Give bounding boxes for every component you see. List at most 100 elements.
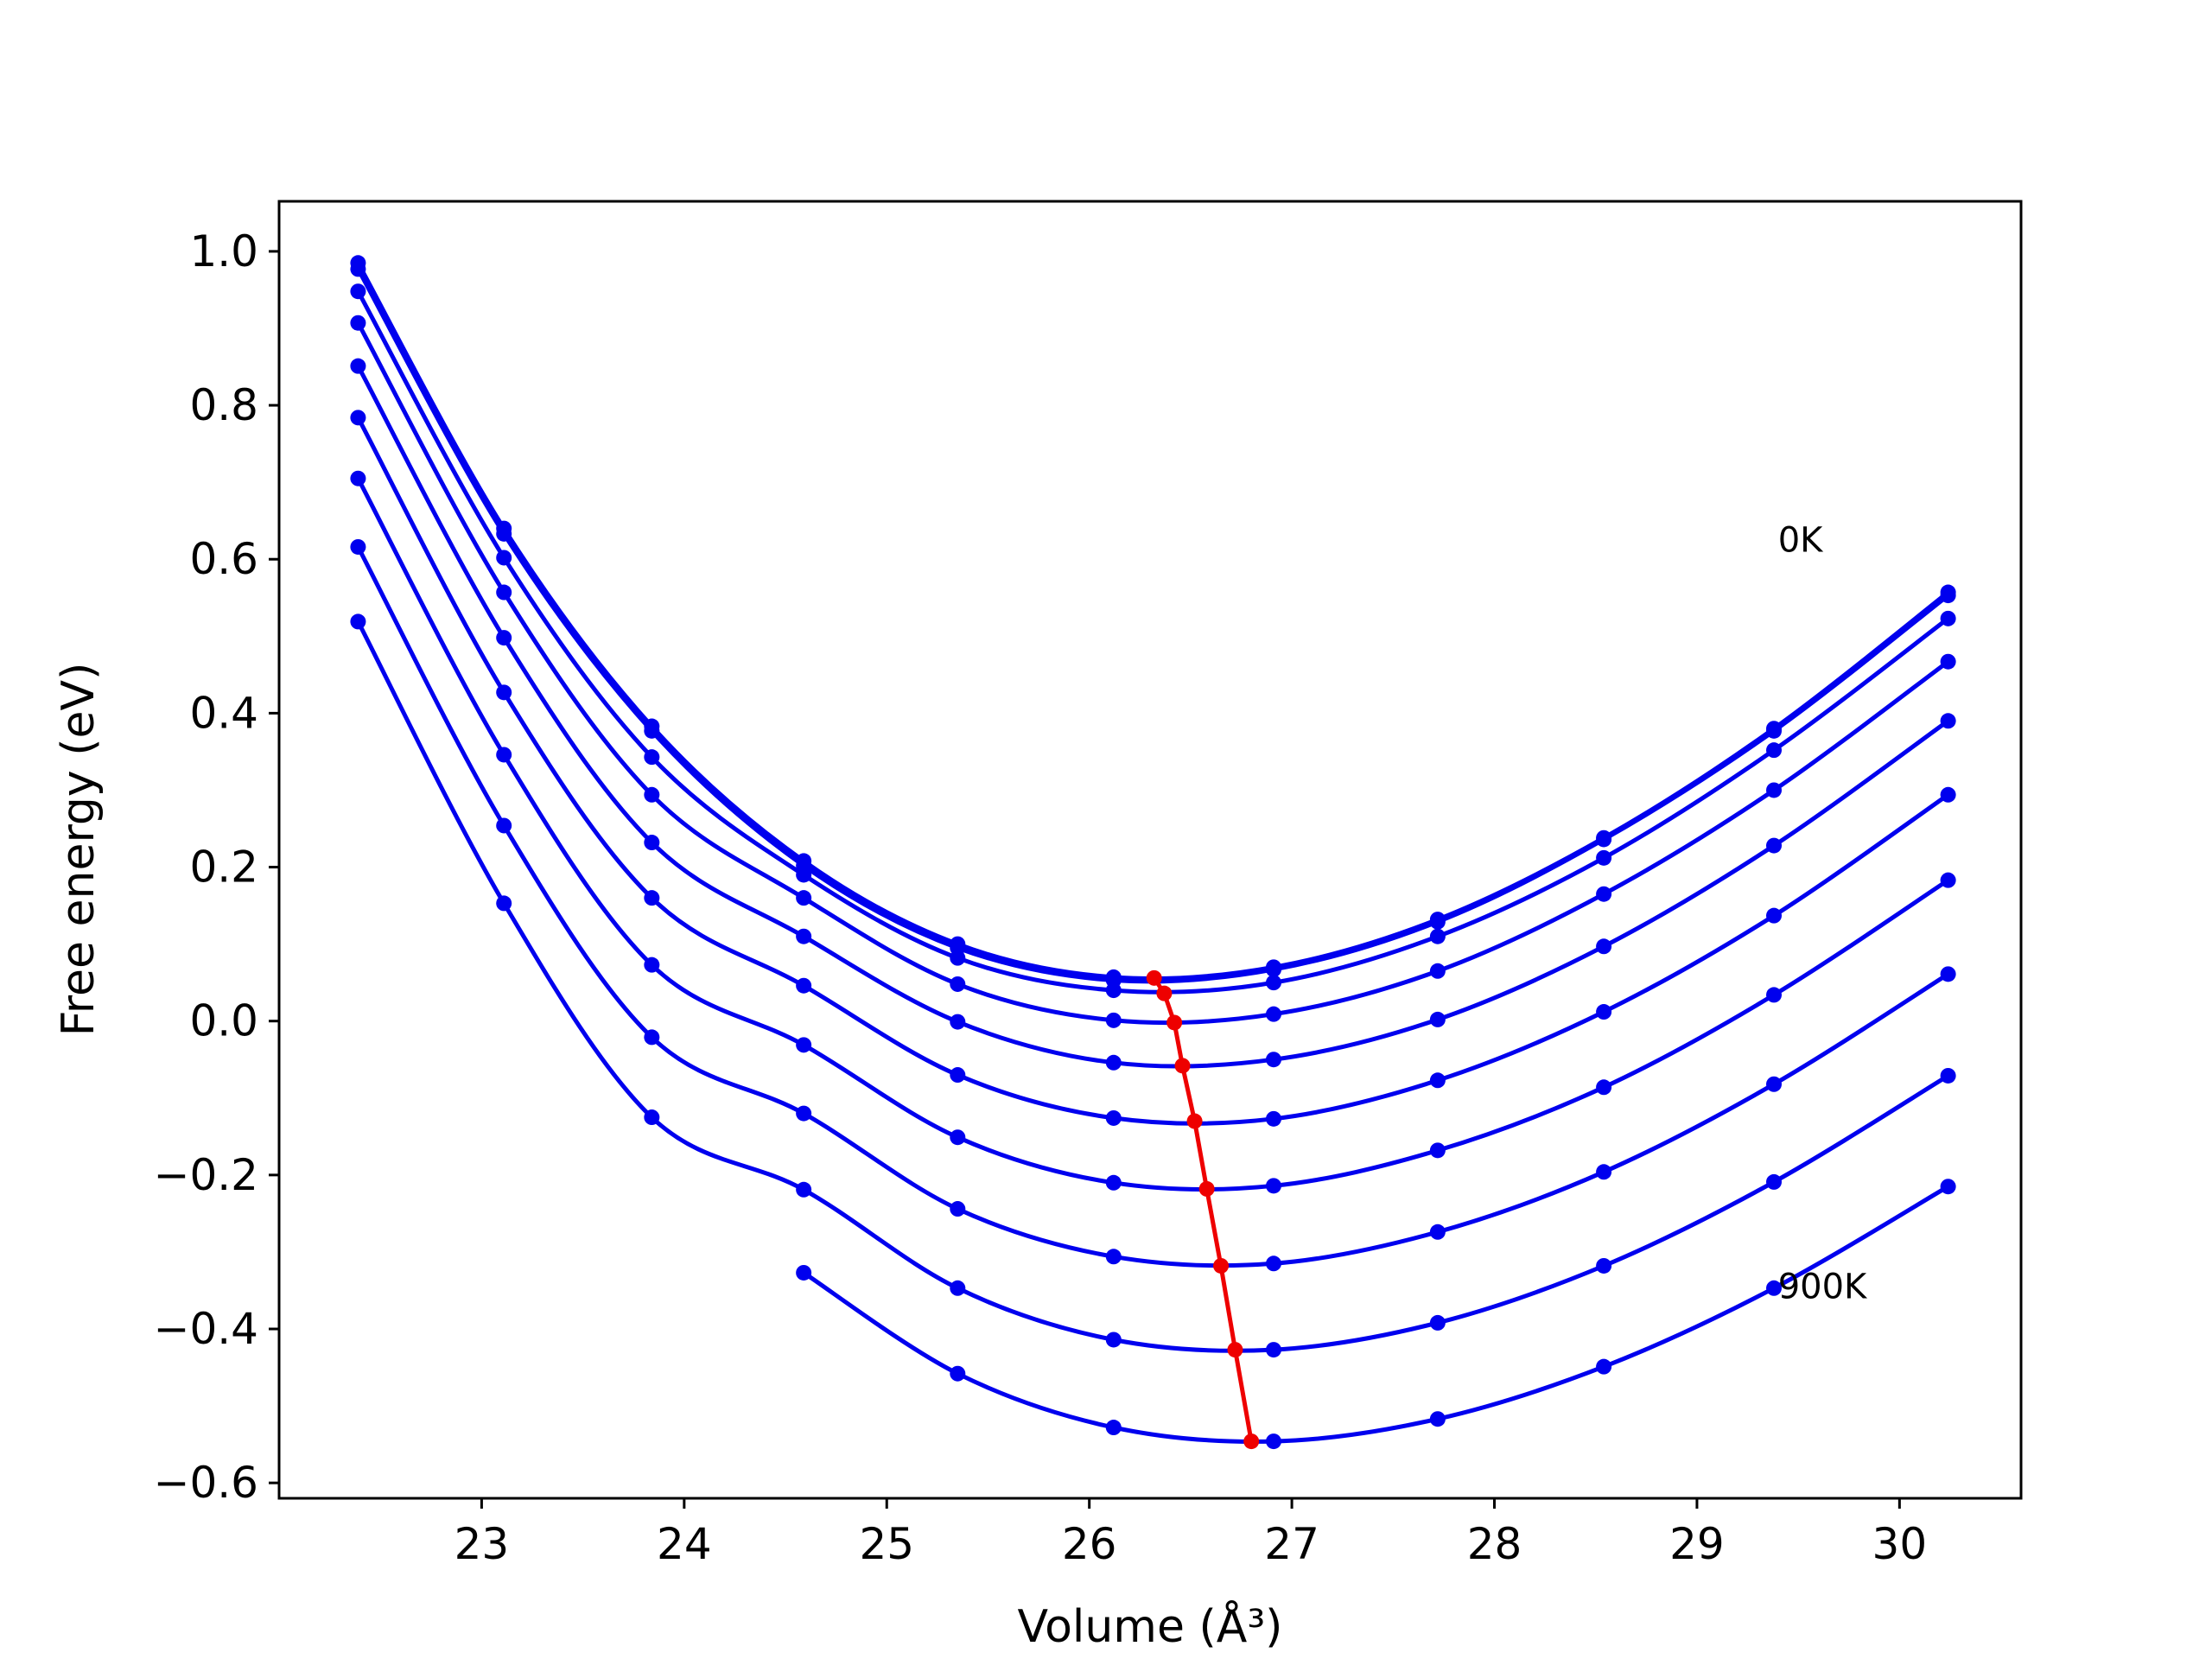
curve-point [1429,913,1446,930]
temperature-annotation: 0K [1778,520,1824,560]
curve-point [1429,1011,1446,1027]
y-tick-label: −0.4 [154,1304,258,1354]
curve-point [1105,1012,1122,1028]
curve-point [1766,722,1783,739]
minimum-point [1146,969,1162,986]
curve-point [1265,975,1281,991]
curve-point [1105,1332,1122,1348]
curve-point [1940,872,1956,888]
curve-point [350,470,366,486]
y-tick-label: 0.8 [189,380,258,430]
x-tick-label: 25 [859,1519,914,1569]
curve-point [1265,1255,1281,1272]
curve-point [1429,1142,1446,1159]
curve-point [1940,1179,1956,1195]
minimum-point [1186,1113,1203,1129]
curve-point [1265,1342,1281,1358]
y-axis-label: Free energy (eV) [53,663,105,1037]
curve-point [1766,987,1783,1003]
y-tick-label: −0.2 [154,1150,258,1200]
curve-point [950,1365,966,1382]
curve-point [1940,966,1956,982]
curve-point [796,890,812,906]
curve-point [1766,837,1783,854]
curve-point [1429,1072,1446,1089]
curve-point [1596,938,1612,955]
x-tick-label: 29 [1669,1519,1725,1569]
curve-point [1429,928,1446,944]
curve-point [1105,1420,1122,1436]
curve-point [1596,886,1612,902]
curve-point [496,684,512,701]
curve-point [796,977,812,994]
curve-line [356,268,1950,984]
curves-layer [350,255,1956,1450]
curve-point [1940,610,1956,626]
y-tick-label: 0.2 [189,842,258,893]
minimum-point [1227,1342,1243,1358]
curve-point [1265,962,1281,978]
minimum-point [1198,1180,1215,1197]
curve-point [1105,1054,1122,1071]
curve-point [1596,1164,1612,1180]
curve-point [350,410,366,426]
minimum-point [1243,1433,1260,1450]
curve-point [350,283,366,300]
x-axis-ticks: 23 24 25 26 27 28 29 30 [454,1498,1927,1569]
x-tick-label: 28 [1467,1519,1522,1569]
curve-point [1596,1358,1612,1375]
curve-point [1105,1109,1122,1126]
curve-point [796,1037,812,1053]
curve-point [1766,1076,1783,1092]
plot-frame [277,200,2023,1500]
curve-point [496,895,512,912]
curve-point [1766,782,1783,798]
curve-line [356,620,1949,1353]
y-tick-label: 0.6 [189,534,258,584]
annotations-layer: 0K 900K [1778,520,1868,1306]
curve-point [1429,1314,1446,1331]
curve-point [796,867,812,883]
curve-point [950,976,966,992]
curve-point [1105,1174,1122,1191]
minimum-point [1213,1257,1230,1274]
curve-point [1940,713,1956,729]
curve-line [356,289,1950,995]
curve-point [644,749,660,766]
curve-point [1596,1079,1612,1096]
curve-point [1105,1249,1122,1265]
curve-point [1429,1224,1446,1240]
curve-point [796,1264,812,1281]
curve-line [356,416,1950,1126]
curve-point [1766,1280,1783,1296]
x-tick-label: 27 [1264,1519,1319,1569]
curve-point [1265,1433,1281,1450]
curve-line [356,545,1949,1268]
curve-point [1265,1110,1281,1127]
curve-point [1940,1067,1956,1084]
y-tick-label: −0.6 [154,1458,258,1508]
x-axis-label: Volume (Å³) [1018,1599,1283,1653]
curve-point [950,1201,966,1217]
curve-point [1429,963,1446,979]
minima-layer [1146,969,1260,1450]
curve-point [1265,1052,1281,1068]
minimum-point [1166,1014,1183,1031]
curve-point [496,817,512,834]
curve-point [644,890,660,906]
curve-point [644,786,660,803]
curve-point [1766,1173,1783,1190]
curve-point [496,525,512,542]
curve-point [796,1105,812,1122]
curve-line [356,365,1950,1069]
curve-point [644,957,660,973]
curve-point [1940,653,1956,670]
x-tick-label: 23 [454,1519,510,1569]
curve-point [1105,982,1122,999]
curve-point [1265,1178,1281,1194]
curve-point [796,928,812,944]
curve-point [496,550,512,566]
temperature-annotation: 900K [1778,1267,1868,1306]
y-tick-label: 0.4 [189,688,258,738]
